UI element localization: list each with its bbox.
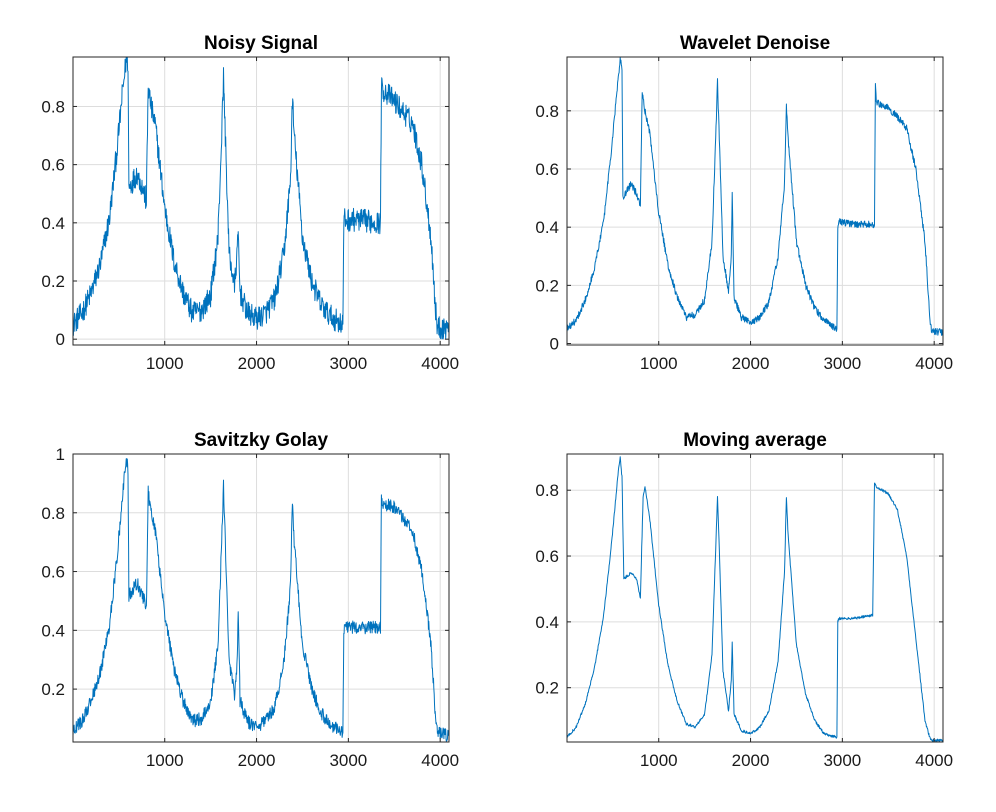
subplot-noisy-signal: Noisy Signal 1000 2000 3000 4000 0 0.2 0.4 0.6 0… xyxy=(41,33,459,373)
series-line xyxy=(566,456,944,743)
y-tick-label: 0.8 xyxy=(535,102,559,121)
y-tick-label: 0.6 xyxy=(41,563,65,582)
y-tick-label: 0.2 xyxy=(535,276,559,295)
axes-frame xyxy=(72,453,450,743)
axes-frame xyxy=(566,453,944,743)
x-tick-label: 3000 xyxy=(823,751,861,770)
y-tick-label: 0.2 xyxy=(535,679,559,698)
plot-area xyxy=(73,57,449,345)
chart-title: Moving average xyxy=(683,430,827,451)
x-tick-label: 1000 xyxy=(146,751,184,770)
x-tick-label: 4000 xyxy=(421,354,459,373)
subplot-moving-average: Moving average 1000 2000 3000 4000 0.2 0.4 0.6… xyxy=(535,430,953,770)
subplot-wavelet-denoise: Wavelet Denoise 1000 2000 3000 4000 0 0.2 0.4 0… xyxy=(535,33,953,373)
x-tick-label: 2000 xyxy=(238,751,276,770)
series-line xyxy=(566,56,944,336)
y-tick-label: 0.6 xyxy=(535,160,559,179)
x-tick-label: 1000 xyxy=(640,751,678,770)
x-tick-label: 3000 xyxy=(329,354,367,373)
x-tick-label: 4000 xyxy=(421,751,459,770)
y-tick-label: 0 xyxy=(550,335,559,354)
x-tick-label: 1000 xyxy=(640,354,678,373)
y-tick-label: 0 xyxy=(56,330,65,349)
y-tick-label: 0.8 xyxy=(41,97,65,116)
series-line xyxy=(72,56,450,340)
x-tick-label: 4000 xyxy=(915,751,953,770)
x-tick-label: 3000 xyxy=(329,751,367,770)
x-tick-label: 2000 xyxy=(238,354,276,373)
chart-title: Noisy Signal xyxy=(204,33,318,54)
y-tick-label: 0.8 xyxy=(41,504,65,523)
y-tick-label: 0.4 xyxy=(535,218,559,237)
y-tick-label: 0.8 xyxy=(535,481,559,500)
y-tick-label: 0.6 xyxy=(535,547,559,566)
y-tick-label: 0.6 xyxy=(41,156,65,175)
y-tick-label: 0.4 xyxy=(41,621,65,640)
y-tick-label: 0.2 xyxy=(41,680,65,699)
subplot-savitzky-golay: Savitzky Golay 1000 2000 3000 4000 0.2 0.4 0.6… xyxy=(41,430,459,770)
x-tick-label: 2000 xyxy=(732,354,770,373)
plot-area xyxy=(567,454,943,742)
x-tick-label: 3000 xyxy=(823,354,861,373)
chart-title: Savitzky Golay xyxy=(194,430,329,451)
y-tick-label: 0.4 xyxy=(41,214,65,233)
x-tick-label: 1000 xyxy=(146,354,184,373)
y-tick-label: 0.2 xyxy=(41,272,65,291)
plot-area xyxy=(567,57,943,345)
x-tick-label: 2000 xyxy=(732,751,770,770)
chart-title: Wavelet Denoise xyxy=(680,33,830,54)
axes-frame xyxy=(72,56,450,346)
series-line xyxy=(72,458,450,742)
axes-frame xyxy=(566,56,944,346)
y-tick-label: 0.4 xyxy=(535,613,559,632)
x-tick-label: 4000 xyxy=(915,354,953,373)
y-tick-label: 1 xyxy=(56,445,65,464)
